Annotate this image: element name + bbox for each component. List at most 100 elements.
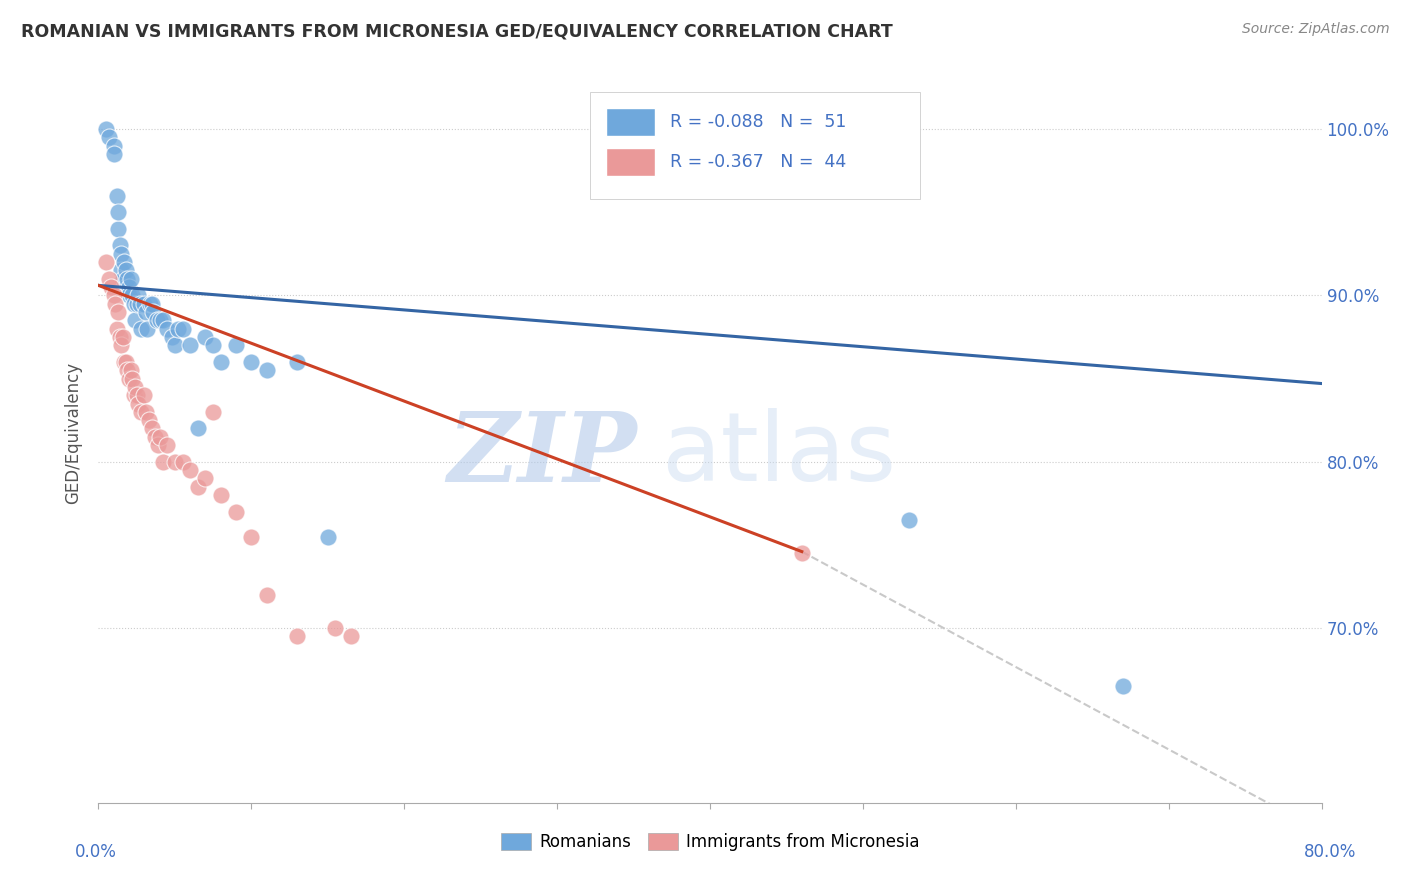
Point — [108, 238, 131, 252]
Point — [120, 271, 142, 285]
Point — [103, 147, 125, 161]
Point — [202, 405, 225, 419]
Point — [107, 205, 129, 219]
Point — [1112, 679, 1135, 693]
Point — [105, 321, 128, 335]
Point — [141, 421, 163, 435]
Text: R = -0.367   N =  44: R = -0.367 N = 44 — [669, 153, 846, 170]
Point — [156, 321, 179, 335]
Point — [256, 363, 278, 377]
Point — [156, 438, 179, 452]
Point — [160, 330, 183, 344]
Point — [339, 629, 361, 643]
Point — [121, 371, 143, 385]
Point — [202, 338, 225, 352]
Point — [194, 330, 217, 344]
Point — [172, 455, 194, 469]
Point — [115, 355, 138, 369]
Point — [107, 222, 129, 236]
Point — [135, 305, 157, 319]
Point — [94, 122, 117, 136]
Text: Source: ZipAtlas.com: Source: ZipAtlas.com — [1241, 22, 1389, 37]
Text: 80.0%: 80.0% — [1303, 843, 1357, 861]
Point — [135, 405, 157, 419]
Text: R = -0.088   N =  51: R = -0.088 N = 51 — [669, 113, 846, 131]
FancyBboxPatch shape — [591, 92, 921, 200]
Point — [225, 338, 247, 352]
Point — [124, 313, 146, 327]
Point — [141, 296, 163, 310]
Text: ROMANIAN VS IMMIGRANTS FROM MICRONESIA GED/EQUIVALENCY CORRELATION CHART: ROMANIAN VS IMMIGRANTS FROM MICRONESIA G… — [21, 22, 893, 40]
Point — [117, 271, 139, 285]
Text: atlas: atlas — [661, 409, 896, 501]
Point — [163, 338, 186, 352]
Point — [98, 271, 121, 285]
Point — [152, 313, 174, 327]
Point — [115, 263, 138, 277]
Point — [110, 246, 132, 260]
Point — [179, 463, 201, 477]
Text: 0.0%: 0.0% — [75, 843, 117, 861]
Point — [325, 621, 347, 635]
Point — [129, 405, 152, 419]
Point — [136, 321, 159, 335]
Point — [117, 363, 139, 377]
Point — [127, 288, 149, 302]
Point — [98, 130, 121, 145]
Point — [143, 430, 166, 444]
Point — [149, 430, 172, 444]
Point — [256, 588, 278, 602]
Point — [167, 321, 190, 335]
Point — [149, 313, 172, 327]
Point — [146, 438, 169, 452]
Point — [240, 355, 263, 369]
Point — [125, 388, 148, 402]
Point — [194, 471, 217, 485]
Point — [790, 546, 813, 560]
Point — [172, 321, 194, 335]
Point — [139, 296, 162, 310]
Point — [111, 330, 134, 344]
Text: ZIP: ZIP — [447, 408, 637, 502]
Point — [105, 188, 128, 202]
FancyBboxPatch shape — [606, 147, 655, 176]
Point — [285, 355, 308, 369]
Point — [187, 480, 209, 494]
Point — [100, 280, 122, 294]
Point — [240, 530, 263, 544]
Point — [110, 263, 132, 277]
Point — [209, 488, 232, 502]
Point — [118, 288, 141, 302]
Point — [127, 396, 149, 410]
Point — [897, 513, 920, 527]
Point — [120, 363, 142, 377]
Point — [121, 288, 143, 302]
Point — [103, 138, 125, 153]
Point — [125, 296, 148, 310]
Point — [225, 505, 247, 519]
Point — [128, 296, 150, 310]
Point — [134, 388, 156, 402]
Point — [122, 296, 145, 310]
Point — [122, 388, 145, 402]
Point — [103, 288, 125, 302]
Point — [118, 371, 141, 385]
Point — [110, 338, 132, 352]
Legend: Romanians, Immigrants from Micronesia: Romanians, Immigrants from Micronesia — [494, 826, 927, 857]
Point — [187, 421, 209, 435]
Point — [134, 296, 156, 310]
Point — [94, 255, 117, 269]
Point — [179, 338, 201, 352]
Point — [285, 629, 308, 643]
Point — [104, 296, 127, 310]
Point — [163, 455, 186, 469]
Point — [129, 321, 152, 335]
Point — [138, 413, 160, 427]
Point — [112, 355, 135, 369]
FancyBboxPatch shape — [606, 108, 655, 136]
Point — [316, 530, 339, 544]
Point — [107, 305, 129, 319]
Point — [108, 330, 131, 344]
Point — [124, 380, 146, 394]
Point — [145, 313, 167, 327]
